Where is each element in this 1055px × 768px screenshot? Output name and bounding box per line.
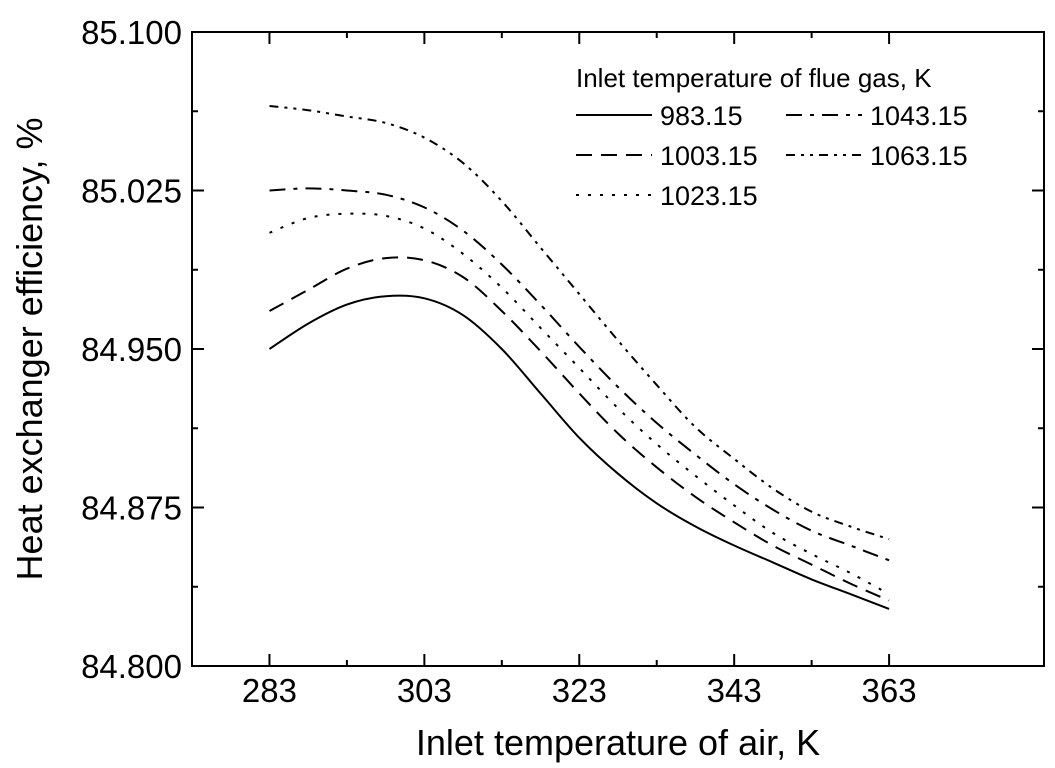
- axis-ticks: [192, 31, 1044, 667]
- x-axis-title: Inlet temperature of air, K: [416, 722, 820, 763]
- y-tick-label: 84.875: [81, 490, 182, 527]
- x-tick-label: 303: [397, 672, 452, 709]
- y-axis-title: Heat exchanger efficiency, %: [9, 118, 50, 581]
- y-tick-label: 84.800: [81, 648, 182, 685]
- legend-label: 1003.15: [660, 141, 758, 171]
- x-tick-label: 343: [707, 672, 762, 709]
- legend: Inlet temperature of flue gas, K 983.15 1…: [576, 63, 968, 211]
- x-tick-label: 323: [552, 672, 607, 709]
- series-line-1003-15: [269, 256, 890, 602]
- y-tick-labels: 84.800 84.875 84.950 85.025 85.100: [81, 14, 182, 685]
- series-line-1063-15: [269, 105, 890, 541]
- x-tick-labels: 283 303 323 343 363: [242, 672, 917, 709]
- legend-label: 1043.15: [870, 101, 968, 131]
- y-tick-label: 85.100: [81, 14, 182, 51]
- series-line-1023-15: [269, 212, 890, 595]
- legend-label: 983.15: [660, 101, 743, 131]
- series-line-983-15: [268, 294, 890, 610]
- legend-title: Inlet temperature of flue gas, K: [576, 63, 932, 93]
- y-tick-label: 85.025: [81, 173, 182, 210]
- series-line-1043-15: [269, 187, 890, 562]
- y-tick-label: 84.950: [81, 331, 182, 368]
- legend-label: 1063.15: [870, 141, 968, 171]
- x-tick-label: 363: [862, 672, 917, 709]
- x-tick-label: 283: [242, 672, 297, 709]
- series-lines: [268, 105, 890, 610]
- legend-label: 1023.15: [660, 181, 758, 211]
